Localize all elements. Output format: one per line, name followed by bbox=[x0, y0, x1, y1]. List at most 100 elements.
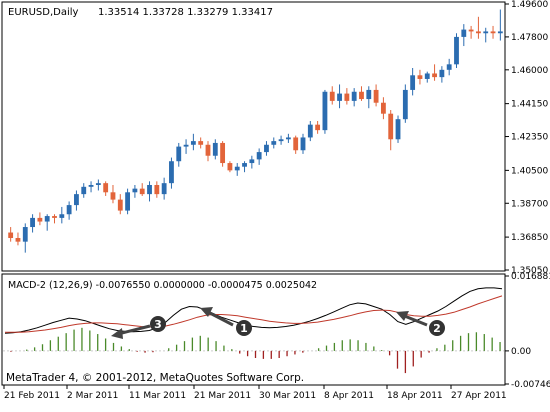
time-tick-label: 11 Mar 2011 bbox=[129, 391, 186, 401]
price-tick-label: 1.40500 bbox=[511, 166, 548, 176]
candle-body bbox=[417, 75, 423, 79]
candle-body bbox=[322, 91, 328, 131]
candle-body bbox=[139, 188, 145, 195]
candle-body bbox=[461, 29, 467, 37]
candle-body bbox=[220, 142, 226, 164]
candle-body bbox=[483, 31, 489, 34]
candle-body bbox=[329, 91, 335, 101]
candle-body bbox=[285, 137, 291, 140]
ohlc-label: 1.33514 1.33728 1.33279 1.33417 bbox=[98, 7, 273, 18]
candle-body bbox=[395, 119, 401, 140]
candle-body bbox=[439, 69, 445, 78]
candle-body bbox=[117, 199, 123, 211]
price-tick-label: 1.38700 bbox=[511, 199, 548, 209]
candle-body bbox=[490, 31, 496, 34]
candle-body bbox=[380, 102, 386, 114]
candle-body bbox=[424, 73, 430, 79]
time-tick-label: 2 Mar 2011 bbox=[67, 391, 118, 401]
candle-body bbox=[8, 232, 14, 239]
candle-body bbox=[264, 144, 269, 153]
candle-body bbox=[132, 188, 138, 193]
macd-axis: 0.016881 0.00 -0.007460 bbox=[505, 272, 550, 390]
candle-body bbox=[198, 141, 204, 145]
candle-body bbox=[88, 184, 94, 187]
candle-body bbox=[315, 124, 321, 131]
candle-body bbox=[147, 184, 152, 195]
candle-body bbox=[410, 75, 416, 90]
candle-body bbox=[446, 64, 452, 70]
annotation-1: 1 bbox=[200, 307, 252, 336]
candle-body bbox=[300, 137, 306, 151]
candle-body bbox=[103, 183, 109, 193]
macd-label: MACD-2 (12,26,9) -0.0076550 0.0000000 -0… bbox=[8, 280, 317, 291]
candle-body bbox=[176, 146, 182, 162]
candle-body bbox=[183, 144, 189, 147]
candle-body bbox=[37, 217, 43, 222]
symbol-label: EURUSD,Daily bbox=[8, 7, 79, 18]
annotation-2: 2 bbox=[396, 311, 445, 336]
candle-body bbox=[110, 192, 116, 200]
candle-body bbox=[205, 144, 211, 156]
candle-body bbox=[227, 163, 233, 171]
macd-lines bbox=[4, 287, 503, 334]
annotation-1-number: 1 bbox=[240, 322, 248, 335]
candle-body bbox=[44, 216, 50, 222]
main-price-panel[interactable] bbox=[1, 1, 506, 272]
candle-body bbox=[30, 217, 35, 228]
price-tick-label: 1.42350 bbox=[511, 133, 548, 143]
candle-body bbox=[307, 124, 313, 138]
candle-body bbox=[66, 205, 72, 215]
candle-body bbox=[344, 93, 350, 101]
candle-body bbox=[95, 183, 101, 185]
candle-body bbox=[351, 91, 357, 101]
candle-body bbox=[242, 163, 247, 167]
candle-body bbox=[476, 31, 481, 34]
candle-body bbox=[497, 31, 503, 34]
price-tick-label: 1.35050 bbox=[511, 266, 548, 276]
price-tick-label: 1.44150 bbox=[511, 100, 548, 110]
candle-body bbox=[454, 36, 459, 65]
macd-signal-line bbox=[5, 295, 503, 333]
time-tick-label: 27 Apr 2011 bbox=[451, 391, 507, 401]
time-axis: 21 Feb 2011 2 Mar 2011 11 Mar 2011 21 Mar 2… bbox=[3, 385, 507, 401]
candle-body bbox=[249, 159, 255, 164]
candle-body bbox=[22, 227, 28, 242]
candle-body bbox=[278, 139, 284, 142]
time-tick-label: 21 Mar 2011 bbox=[194, 391, 251, 401]
candle-body bbox=[373, 89, 379, 103]
candle-body bbox=[169, 161, 174, 184]
candle-body bbox=[15, 238, 21, 242]
price-tick-label: 1.36850 bbox=[511, 233, 548, 243]
annotation-2-number: 2 bbox=[433, 322, 441, 335]
macd-histogram bbox=[10, 327, 501, 374]
macd-tick-label: 0.00 bbox=[511, 347, 531, 357]
candle-body bbox=[359, 91, 364, 100]
candle-body bbox=[190, 141, 196, 145]
macd-main-line bbox=[4, 287, 503, 334]
candle-body bbox=[74, 194, 79, 206]
candle-body bbox=[154, 184, 160, 195]
time-tick-label: 18 Apr 2011 bbox=[387, 391, 443, 401]
price-axis: 1.49600 1.47800 1.46000 1.44150 1.42350 1.405… bbox=[505, 0, 548, 276]
macd-panel[interactable] bbox=[1, 273, 506, 386]
watermark: MetaTrader 4, © 2001-2012, MetaQuotes So… bbox=[6, 372, 304, 384]
candle-body bbox=[59, 214, 65, 218]
candle-body bbox=[256, 152, 262, 160]
candle-body bbox=[271, 141, 277, 145]
candle-body bbox=[293, 137, 299, 151]
candle-body bbox=[212, 142, 218, 156]
candlestick-series bbox=[8, 9, 503, 253]
candle-body bbox=[337, 93, 342, 101]
candle-body bbox=[432, 73, 437, 78]
price-tick-label: 1.46000 bbox=[511, 66, 548, 76]
candle-body bbox=[468, 29, 474, 32]
time-tick-label: 30 Mar 2011 bbox=[259, 391, 316, 401]
candle-body bbox=[388, 113, 394, 140]
annotation-3: 3 bbox=[111, 316, 166, 339]
candle-body bbox=[125, 192, 131, 211]
annotation-3-number: 3 bbox=[154, 318, 162, 331]
price-tick-label: 1.47800 bbox=[511, 33, 548, 43]
macd-tick-label: 0.016881 bbox=[511, 272, 550, 282]
candle-body bbox=[402, 89, 408, 120]
